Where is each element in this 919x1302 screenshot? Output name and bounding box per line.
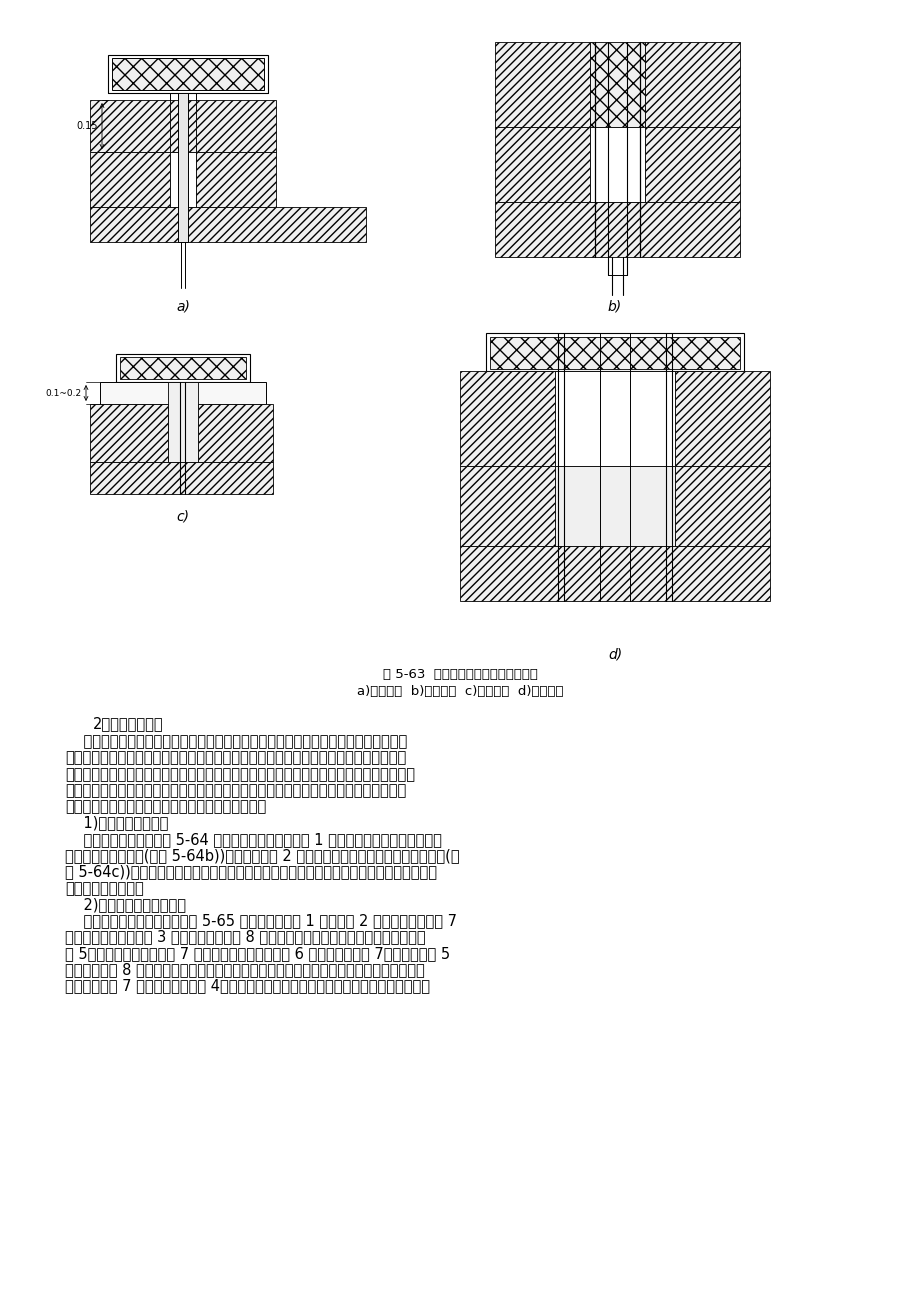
Bar (116, 354, 250, 381)
Text: 图 5-64c))。这种机构的优点是结构简单；缺点是弹簧易失效，要时常更换，故它仅用于小: 图 5-64c))。这种机构的优点是结构简单；缺点是弹簧易失效，要时常更换，故它… (65, 865, 437, 879)
Bar (589, 128, 644, 202)
Text: 使二次顶出板 8 同时顶动塑件，这时型腔与塑件一起运动，与型芯脱离，完成第一次顶出。: 使二次顶出板 8 同时顶动塑件，这时型腔与塑件一起运动，与型芯脱离，完成第一次顶… (65, 962, 425, 976)
Bar (108, 55, 267, 92)
Text: d): d) (607, 648, 621, 661)
Text: 出方案。二次顶出机构较多，下面列举其中的四种。: 出方案。二次顶出机构较多，下面列举其中的四种。 (65, 799, 266, 814)
Bar (100, 381, 266, 404)
Text: 在以下两种情况需要采用二次顶出机构：一是某些形状的塑件，一次顶出难于将塑件: 在以下两种情况需要采用二次顶出机构：一是某些形状的塑件，一次顶出难于将塑件 (65, 734, 407, 749)
Text: 块 5，它固定在一次顶出板 7 上。开模时，注射机顶杆 6 顶动一次顶出板 7，通过定距块 5: 块 5，它固定在一次顶出板 7 上。开模时，注射机顶杆 6 顶动一次顶出板 7，… (65, 945, 449, 961)
Text: a): a) (176, 299, 189, 314)
Bar (196, 152, 276, 207)
Bar (112, 59, 264, 90)
Text: 由于塑件与模具的接触面积很大，若一次顶出易使塑件破裂或变形，这时就需采用二次顶: 由于塑件与模具的接触面积很大，若一次顶出易使塑件破裂或变形，这时就需采用二次顶 (65, 783, 406, 798)
Text: 1)弹簧二次顶出机构: 1)弹簧二次顶出机构 (65, 815, 168, 831)
Text: 用二次顶出是为了避免一次顶出时塑件受力过大而变形或开裂。例如，对于薄壁深腔塑件，: 用二次顶出是为了避免一次顶出时塑件受力过大而变形或开裂。例如，对于薄壁深腔塑件， (65, 767, 414, 781)
Bar (675, 371, 769, 466)
Bar (198, 404, 273, 462)
Text: 这种机构有两块顶出板，如图 5-65 所示。顶动型腔 1 用的顶杆 2 固定在一次顶出板 7: 这种机构有两块顶出板，如图 5-65 所示。顶动型腔 1 用的顶杆 2 固定在一… (65, 913, 457, 928)
Text: 上，顶出塑件用的顶杆 3 固定在二次顶出板 8 上。在一次顶出板和二次顶出板之间有定距: 上，顶出塑件用的顶杆 3 固定在二次顶出板 8 上。在一次顶出板和二次顶出板之间… (65, 930, 425, 944)
Text: 弹簧二次顶出机构如图 5-64 所示。这种机构利用弹簧 1 的弹性恢复使塑件脱离型芯，: 弹簧二次顶出机构如图 5-64 所示。这种机构利用弹簧 1 的弹性恢复使塑件脱离… (65, 832, 441, 846)
Bar (90, 152, 170, 207)
Bar (494, 42, 589, 128)
Bar (460, 371, 554, 466)
Bar (90, 462, 273, 493)
Bar (460, 546, 769, 602)
Bar (589, 42, 644, 128)
Text: 图 5-63  一次顶出机构常用的几种形式: 图 5-63 一次顶出机构常用的几种形式 (382, 668, 537, 681)
Text: 0.15: 0.15 (76, 121, 98, 132)
Bar (90, 207, 366, 242)
Text: 2)双顶出板二次顶出机构: 2)双顶出板二次顶出机构 (65, 897, 186, 911)
Bar (490, 337, 739, 368)
Bar (460, 466, 554, 546)
Text: 0.1~0.2: 0.1~0.2 (46, 388, 82, 397)
Text: 型塑件的注射模具。: 型塑件的注射模具。 (65, 880, 143, 896)
Bar (494, 128, 589, 202)
Text: 当一次顶出板 7 接触到八字形摆杆 4，由于八字形摆杆与一次顶出板的接触点距支点的距离: 当一次顶出板 7 接触到八字形摆杆 4，由于八字形摆杆与一次顶出板的接触点距支点… (65, 978, 429, 993)
Text: c): c) (176, 510, 189, 523)
Bar (196, 100, 276, 152)
Bar (644, 42, 739, 128)
Bar (170, 100, 196, 152)
Text: 2．二次顶出机构: 2．二次顶出机构 (93, 716, 164, 730)
Text: 完成第一次顶出动作(见图 5-64b))，然后用顶杆 2 使塑件脱离型腔，完成第二次顶出动作(见: 完成第一次顶出动作(见图 5-64b))，然后用顶杆 2 使塑件脱离型腔，完成第… (65, 848, 460, 863)
Text: a)顶杆顶出  b)顶管顶出  c)推板顶出  d)联合顶出: a)顶杆顶出 b)顶管顶出 c)推板顶出 d)联合顶出 (357, 685, 562, 698)
Text: 从型腔中取出或不能使塑件自动脱落，因此必须再增加一次顶出才能使塑件脱落；二是采: 从型腔中取出或不能使塑件自动脱落，因此必须再增加一次顶出才能使塑件脱落；二是采 (65, 750, 406, 766)
Bar (675, 466, 769, 546)
Bar (168, 381, 198, 462)
Text: b): b) (607, 299, 621, 314)
Bar (554, 371, 675, 466)
Bar (170, 152, 196, 207)
Bar (90, 100, 170, 152)
Bar (177, 92, 187, 242)
Bar (644, 128, 739, 202)
Bar (494, 202, 739, 256)
Bar (119, 357, 245, 379)
Bar (554, 466, 675, 546)
Bar (485, 333, 743, 371)
Bar (90, 404, 168, 462)
